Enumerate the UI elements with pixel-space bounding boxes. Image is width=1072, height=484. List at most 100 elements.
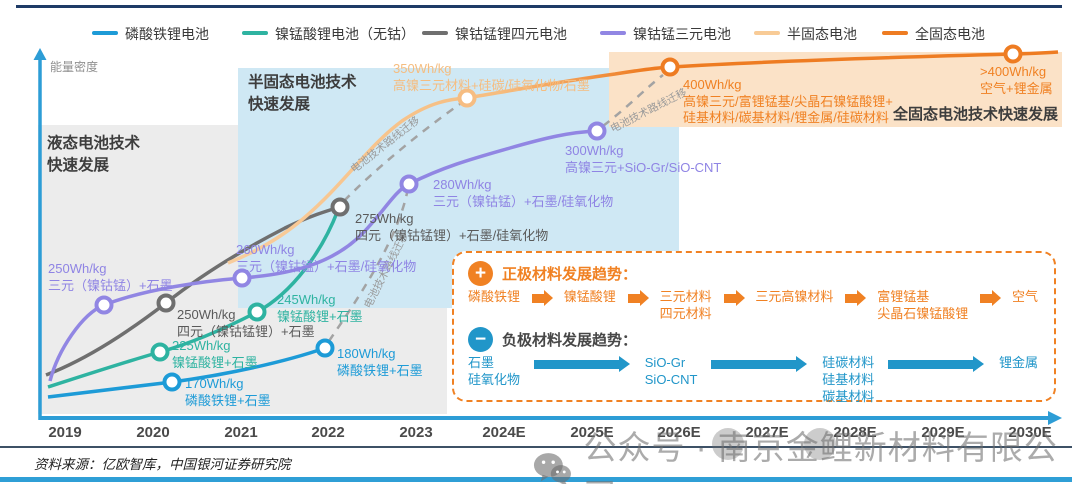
legend-item-semi-solid: 半固态电池 [754, 24, 857, 44]
cathode-item: 镍锰酸锂 [563, 289, 616, 304]
point-value: 245Wh/kg [277, 292, 336, 307]
x-tick-2025e: 2025E [570, 424, 614, 441]
point-materials: 三元（镍钴锰）+石墨/硅氧化物 [433, 193, 614, 209]
anode-item: 石墨 硅氧化物 [468, 354, 521, 387]
point-value: 275Wh/kg [355, 211, 414, 226]
point-label-solid-400: 400Wh/kg 高镍三元/富锂锰基/尖晶石镍锰酸锂+ 硅基材料/碳基材料/锂金… [683, 77, 893, 127]
legend-label: 镍钴锰三元电池 [633, 26, 731, 42]
point-value: 180Wh/kg [337, 346, 396, 361]
point-value: 400Wh/kg [683, 77, 742, 92]
cathode-item: 富锂锰基 尖晶石镍锰酸锂 [877, 289, 969, 321]
point-label-lnmo-245: 245Wh/kg 镍锰酸锂+石墨 [277, 292, 363, 325]
legend-dash-lnmo-icon [242, 31, 268, 35]
point-materials: 空气+锂金属 [980, 80, 1053, 96]
legend-label: 磷酸铁锂电池 [125, 26, 209, 42]
x-tick-2028e: 2028E [833, 424, 877, 441]
long-right-arrow-icon [711, 355, 807, 372]
x-tick-2027e: 2027E [745, 424, 789, 441]
x-tick-2029e: 2029E [921, 424, 965, 441]
x-tick-2024e: 2024E [482, 424, 526, 441]
liquid-region-title: 液态电池技术 快速发展 [47, 135, 141, 174]
legend-dash-semi-solid-icon [754, 31, 780, 35]
x-tick-2022: 2022 [311, 424, 345, 441]
x-tick-2020: 2020 [136, 424, 170, 441]
marker-ncm-300 [587, 121, 607, 141]
y-axis-label: 能量密度 [50, 60, 99, 74]
point-value: 280Wh/kg [433, 177, 492, 192]
point-materials: 三元（镍钴锰）+石墨 [48, 277, 173, 293]
top-divider [16, 5, 1062, 8]
point-materials: 高镍三元/富锂锰基/尖晶石镍锰酸锂+ 硅基材料/碳基材料/锂金属/硅碳材料 [683, 93, 893, 126]
point-materials: 镍锰酸锂+石墨 [172, 354, 258, 370]
legend-dash-quaternary-icon [422, 31, 448, 35]
long-right-arrow-icon [888, 355, 984, 372]
point-label-solid-400plus: >400Wh/kg 空气+锂金属 [980, 64, 1053, 97]
semi-solid-region-title: 半固态电池技术 快速发展 [248, 74, 357, 113]
legend-item-quaternary: 镍钴锰锂四元电池 [422, 24, 567, 44]
point-label-ncm-260: 260Wh/kg 三元（镍钴锰）+石墨/硅氧化物 [236, 242, 416, 275]
point-value: >400Wh/kg [980, 64, 1047, 79]
marker-semi-350 [457, 88, 477, 108]
x-tick-2026e: 2026E [657, 424, 701, 441]
x-tick-2023: 2023 [399, 424, 433, 441]
minus-icon: − [468, 326, 493, 352]
point-materials: 磷酸铁锂+石墨 [337, 362, 423, 378]
legend-dash-lfp-icon [92, 31, 118, 35]
point-label-semi-350: 350Wh/kg 高镍三元材料+硅碳/硅氧化物/石墨 [393, 61, 590, 94]
marker-solid-400 [660, 57, 680, 77]
x-tick-2030e: 2030E [1008, 424, 1052, 441]
cathode-trend-flow: 磷酸铁锂 镍锰酸锂 三元材料 四元材料 三元高镍材料 富锂锰基 尖晶石镍锰酸锂 … [468, 289, 1038, 323]
anode-trend-title: 负极材料发展趋势： [502, 331, 638, 349]
bottom-divider [0, 477, 1072, 482]
point-label-ncm-300: 300Wh/kg 高镍三元+SiO-Gr/SiO-CNT [565, 143, 721, 176]
migration-dash-lfp-to-ternary [327, 192, 409, 342]
anode-item: 硅碳材料 硅基材料 碳基材料 [822, 354, 875, 404]
legend-dash-ternary-icon [600, 31, 626, 35]
x-axis-arrow-icon [1048, 411, 1062, 425]
right-arrow-icon [845, 290, 867, 306]
semi-to-all-solid-line [227, 50, 1059, 265]
marker-lnmo-225 [150, 342, 170, 362]
marker-lfp-170 [162, 372, 182, 392]
anode-item: SiO-Gr SiO-CNT [644, 354, 698, 387]
right-arrow-icon [723, 290, 745, 306]
point-materials: 四元（镍钴锰锂）+石墨 [177, 323, 315, 339]
marker-solid-400plus [1003, 44, 1023, 64]
point-label-ncm-250: 250Wh/kg 三元（镍钴锰）+石墨 [48, 261, 173, 294]
plus-icon: + [468, 261, 493, 286]
point-materials: 三元（镍钴锰）+石墨/硅氧化物 [236, 258, 417, 274]
cathode-item: 三元高镍材料 [755, 289, 834, 304]
point-value: 350Wh/kg [393, 61, 452, 76]
anode-trend-header: − 负极材料发展趋势： [468, 326, 1040, 352]
source-note: 资料来源：亿欧智库，中国银河证券研究院 [34, 457, 291, 472]
point-materials: 磷酸铁锂+石墨 [185, 392, 271, 408]
x-tick-2021: 2021 [224, 424, 258, 441]
point-value: 170Wh/kg [185, 376, 244, 391]
right-arrow-icon [627, 290, 649, 306]
long-right-arrow-icon [534, 355, 630, 372]
legend-item-lfp: 磷酸铁锂电池 [92, 24, 209, 44]
legend-label: 全固态电池 [915, 26, 985, 42]
legend-label: 镍锰酸锂电池（无钴） [275, 26, 415, 42]
right-arrow-icon [531, 290, 553, 306]
marker-ncm-280 [399, 174, 419, 194]
point-materials: 高镍三元+SiO-Gr/SiO-CNT [565, 159, 722, 175]
y-axis-arrow-icon [33, 48, 47, 60]
point-label-quad-250: 250Wh/kg 四元（镍钴锰锂）+石墨 [177, 307, 315, 340]
legend-label: 半固态电池 [787, 26, 857, 42]
material-trends-box: + 正极材料发展趋势： 磷酸铁锂 镍锰酸锂 三元材料 四元材料 三元高镍材料 富… [452, 251, 1056, 404]
point-materials: 高镍三元材料+硅碳/硅氧化物/石墨 [393, 77, 590, 93]
all-solid-region-note: 全固态电池技术快速发展 [893, 106, 1059, 123]
cathode-trend-header: + 正极材料发展趋势： [468, 261, 1040, 286]
point-value: 225Wh/kg [172, 338, 231, 353]
footer-divider [0, 446, 1072, 448]
legend-dash-all-solid-icon [882, 31, 908, 35]
cathode-item: 磷酸铁锂 [468, 289, 521, 304]
legend-item-lnmo: 镍锰酸锂电池（无钴） [242, 24, 415, 44]
anode-trend-flow: 石墨 硅氧化物 SiO-Gr SiO-CNT 硅碳材料 硅基材料 碳基材料 锂金… [468, 355, 1038, 406]
marker-ncm-250 [94, 295, 114, 315]
point-materials: 镍锰酸锂+石墨 [277, 308, 363, 324]
marker-quad-275 [330, 197, 350, 217]
